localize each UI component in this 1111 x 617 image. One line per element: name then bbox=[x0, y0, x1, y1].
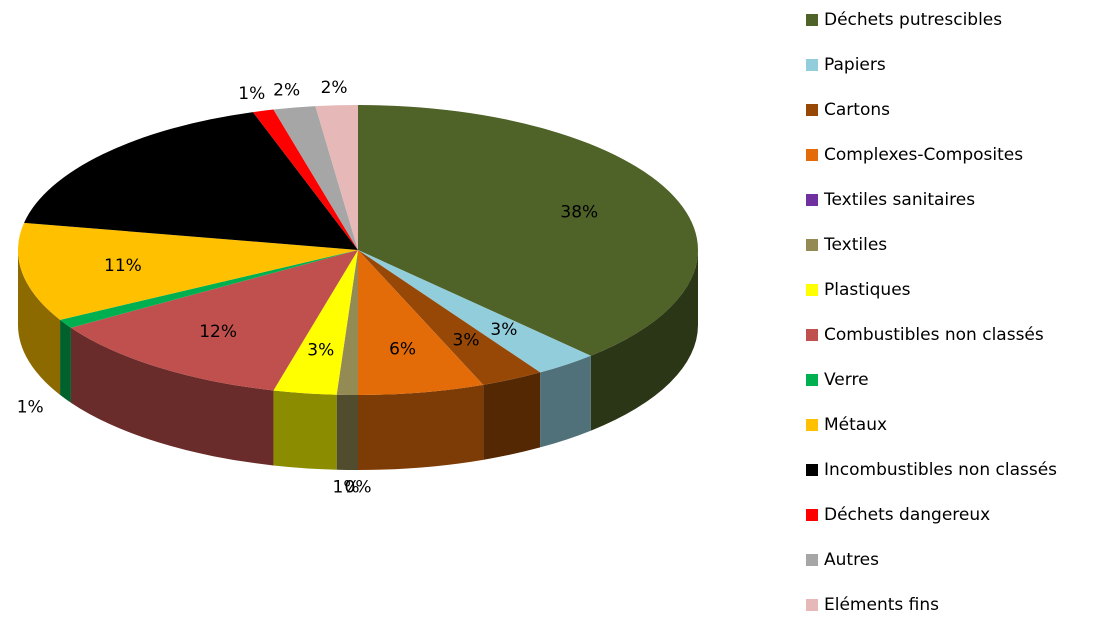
legend-swatch bbox=[806, 599, 818, 611]
legend-label: Papiers bbox=[824, 55, 886, 75]
slice bbox=[358, 250, 541, 385]
legend-label: Métaux bbox=[824, 415, 887, 435]
legend-label: Déchets putrescibles bbox=[824, 10, 1002, 30]
slice-side bbox=[336, 394, 358, 470]
legend-swatch bbox=[806, 59, 818, 71]
slice bbox=[273, 250, 358, 395]
data-label: 3% bbox=[453, 330, 480, 350]
legend-label: Déchets dangereux bbox=[824, 505, 990, 525]
legend-swatch bbox=[806, 419, 818, 431]
legend-swatch bbox=[806, 509, 818, 521]
slice-side bbox=[483, 372, 541, 460]
legend-label: Plastiques bbox=[824, 280, 911, 300]
data-label: 2% bbox=[321, 78, 348, 98]
data-label: 1% bbox=[333, 477, 360, 497]
legend-label: Combustibles non classés bbox=[824, 325, 1044, 345]
data-label: 11% bbox=[104, 256, 142, 276]
data-label: 3% bbox=[307, 340, 334, 360]
data-label: 17% bbox=[161, 173, 199, 193]
legend-swatch bbox=[806, 329, 818, 341]
legend-swatch bbox=[806, 374, 818, 386]
slice-side bbox=[70, 327, 274, 466]
data-label: 6% bbox=[389, 340, 416, 360]
slice bbox=[70, 250, 359, 391]
slice-side bbox=[590, 250, 698, 431]
legend-label: Complexes-Composites bbox=[824, 145, 1023, 165]
legend-swatch bbox=[806, 284, 818, 296]
data-label: 38% bbox=[560, 203, 598, 223]
legend-label: Autres bbox=[824, 550, 879, 570]
legend-label: Textiles bbox=[823, 235, 887, 255]
slice bbox=[60, 250, 359, 328]
legend-label: Textiles sanitaires bbox=[823, 190, 975, 210]
slice bbox=[252, 109, 358, 250]
data-label: 2% bbox=[273, 80, 300, 100]
legend-label: Incombustibles non classés bbox=[824, 460, 1057, 480]
slice bbox=[358, 250, 591, 373]
slice-side bbox=[358, 384, 484, 470]
legend-swatch bbox=[806, 554, 818, 566]
legend-swatch bbox=[806, 194, 818, 206]
legend-swatch bbox=[806, 239, 818, 251]
slice bbox=[18, 222, 359, 320]
legend-swatch bbox=[806, 104, 818, 116]
slice bbox=[315, 105, 358, 250]
slice-side bbox=[60, 319, 71, 403]
legend-swatch bbox=[806, 464, 818, 476]
data-label: 12% bbox=[199, 322, 237, 342]
slice-side bbox=[540, 355, 591, 448]
slice-side bbox=[273, 390, 337, 470]
data-label: 0% bbox=[345, 477, 372, 497]
legend-swatch bbox=[806, 149, 818, 161]
data-label: 1% bbox=[238, 84, 265, 104]
legend-label: Eléments fins bbox=[824, 595, 939, 615]
legend-swatch bbox=[806, 14, 818, 26]
slice bbox=[273, 106, 358, 250]
slice bbox=[336, 250, 358, 395]
legend-label: Verre bbox=[824, 370, 869, 390]
slice bbox=[24, 112, 358, 250]
legend-label: Cartons bbox=[824, 100, 890, 120]
slice bbox=[358, 105, 698, 356]
data-label: 1% bbox=[17, 398, 44, 418]
slice-side bbox=[18, 250, 61, 395]
slice bbox=[358, 250, 484, 395]
data-label: 3% bbox=[490, 320, 517, 340]
